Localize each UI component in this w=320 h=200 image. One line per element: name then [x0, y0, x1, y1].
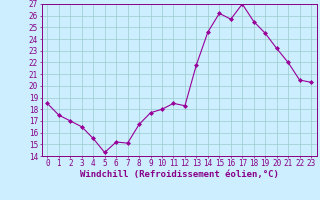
X-axis label: Windchill (Refroidissement éolien,°C): Windchill (Refroidissement éolien,°C) [80, 170, 279, 179]
